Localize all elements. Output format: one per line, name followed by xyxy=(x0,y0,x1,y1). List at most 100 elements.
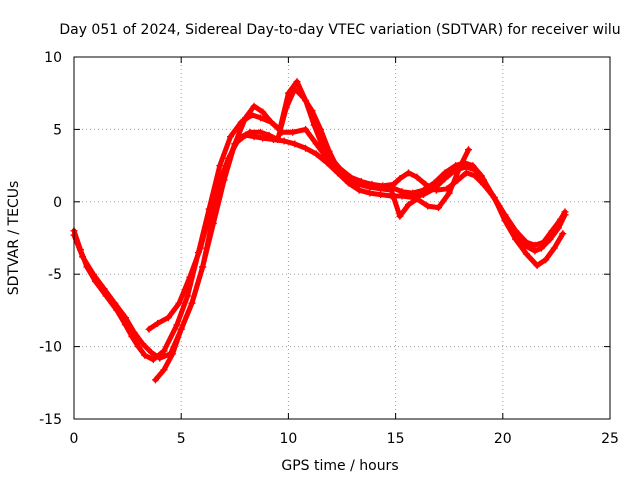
data-point xyxy=(199,263,207,271)
data-point xyxy=(325,147,333,155)
data-point xyxy=(531,241,539,249)
series-3 xyxy=(151,78,569,384)
data-point xyxy=(299,94,307,102)
data-point xyxy=(419,191,427,199)
data-point xyxy=(557,215,565,223)
data-point xyxy=(441,175,449,183)
data-point xyxy=(344,175,352,183)
data-point xyxy=(235,134,243,142)
data-point xyxy=(149,356,157,364)
data-point xyxy=(512,227,520,235)
data-point xyxy=(121,314,129,322)
data-point xyxy=(216,162,224,170)
data-point xyxy=(522,238,530,246)
data-point xyxy=(160,347,168,355)
data-point xyxy=(490,193,498,201)
data-point xyxy=(355,180,363,188)
data-point xyxy=(291,140,299,148)
data-point xyxy=(471,172,479,180)
data-point xyxy=(139,340,147,348)
data-point xyxy=(196,244,204,252)
data-point xyxy=(293,78,301,86)
grid xyxy=(74,57,610,419)
data-point xyxy=(257,128,265,136)
data-point xyxy=(445,189,453,197)
data-point xyxy=(156,354,164,362)
data-point xyxy=(259,134,267,142)
data-point xyxy=(79,253,87,261)
data-point xyxy=(100,285,108,293)
data-point xyxy=(186,273,194,281)
data-point xyxy=(334,164,342,172)
data-point xyxy=(480,180,488,188)
data-point xyxy=(214,183,222,191)
data-point xyxy=(377,185,385,193)
data-point xyxy=(188,299,196,307)
data-point xyxy=(257,114,265,122)
series-1 xyxy=(70,111,569,364)
data-point xyxy=(537,244,545,252)
data-point xyxy=(404,201,412,209)
data-point xyxy=(396,212,404,220)
y-tick-label: 0 xyxy=(53,195,62,211)
y-tick-label: -5 xyxy=(48,267,62,283)
data-point xyxy=(280,137,288,145)
y-tick-label: -15 xyxy=(39,412,62,428)
data-point xyxy=(205,212,213,220)
data-point xyxy=(389,180,397,188)
data-point xyxy=(246,128,254,136)
data-point xyxy=(366,183,374,191)
data-point xyxy=(145,325,153,333)
data-point xyxy=(154,319,162,327)
data-point xyxy=(267,118,275,126)
data-point xyxy=(512,235,520,243)
series-2 xyxy=(70,131,567,362)
data-point xyxy=(274,136,282,144)
data-point xyxy=(184,292,192,300)
data-point xyxy=(289,128,297,136)
series-4 xyxy=(145,85,472,333)
data-point xyxy=(259,108,267,116)
data-point xyxy=(522,250,530,258)
data-point xyxy=(130,328,138,336)
data-point xyxy=(209,220,217,228)
series-line xyxy=(71,132,566,361)
x-tick-label: 25 xyxy=(601,431,619,447)
data-point xyxy=(424,202,432,210)
data-point xyxy=(456,163,464,171)
data-point xyxy=(501,211,509,219)
data-point xyxy=(422,180,430,188)
data-point xyxy=(432,186,440,194)
data-point xyxy=(312,150,320,158)
data-point xyxy=(175,299,183,307)
data-point xyxy=(317,125,325,133)
data-point xyxy=(282,104,290,112)
data-point xyxy=(550,244,558,252)
data-point xyxy=(464,146,472,154)
data-point xyxy=(89,270,97,278)
x-tick-labels: 0 5 10 15 20 25 xyxy=(70,431,619,447)
data-point xyxy=(173,321,181,329)
data-point xyxy=(559,230,567,238)
data-point xyxy=(302,125,310,133)
series-line xyxy=(153,79,568,383)
y-tick-label: -10 xyxy=(39,340,62,356)
data-point xyxy=(404,169,412,177)
data-point xyxy=(250,102,258,110)
x-tick-label: 15 xyxy=(387,431,405,447)
data-point xyxy=(134,343,142,351)
series-line xyxy=(71,112,568,363)
data-point xyxy=(151,376,159,384)
data-point xyxy=(141,351,149,359)
y-tick-label: 10 xyxy=(44,50,62,66)
data-point xyxy=(396,175,404,183)
chart-title: Day 051 of 2024, Sidereal Day-to-day VTE… xyxy=(59,22,620,38)
data-point xyxy=(462,169,470,177)
data-point xyxy=(398,192,406,200)
data-point xyxy=(160,366,168,374)
data-point xyxy=(147,348,155,356)
y-tick-label: 5 xyxy=(53,122,62,138)
data-point xyxy=(413,195,421,203)
ticks xyxy=(73,56,611,420)
data-point xyxy=(561,208,569,216)
